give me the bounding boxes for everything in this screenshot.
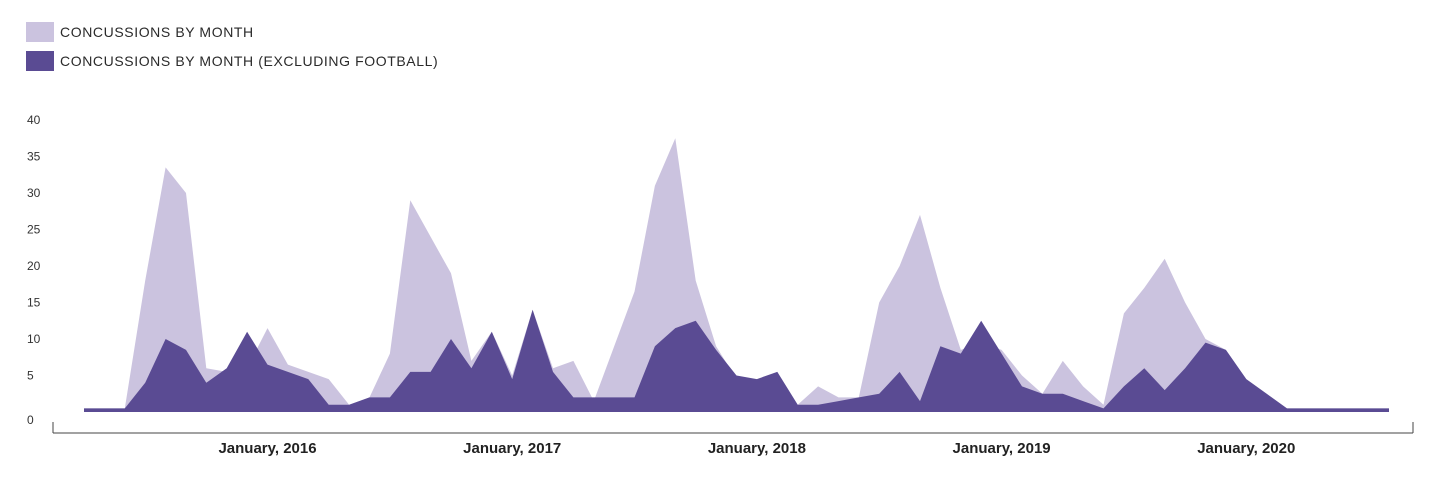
y-tick-label: 30: [27, 186, 41, 200]
chart-legend: CONCUSSIONS BY MONTH CONCUSSIONS BY MONT…: [26, 22, 438, 80]
legend-label-total: CONCUSSIONS BY MONTH: [60, 24, 254, 40]
y-tick-label: 5: [27, 369, 34, 383]
legend-swatch-excluding-football: [26, 51, 54, 71]
y-tick-label: 20: [27, 259, 41, 273]
x-tick-label: January, 2016: [218, 440, 316, 457]
x-tick-label: January, 2018: [708, 440, 806, 457]
series-area-1: [84, 309, 1389, 412]
x-tick-label: January, 2017: [463, 440, 561, 457]
y-tick-label: 10: [27, 332, 41, 346]
x-tick-label: January, 2020: [1197, 440, 1295, 457]
y-tick-label: 15: [27, 296, 41, 310]
legend-label-excluding-football: CONCUSSIONS BY MONTH (EXCLUDING FOOTBALL…: [60, 53, 439, 69]
y-tick-label: 25: [27, 223, 41, 237]
x-tick-label: January, 2019: [953, 440, 1051, 457]
y-tick-label: 0: [27, 413, 34, 427]
y-tick-label: 35: [27, 150, 41, 164]
legend-item-excluding-football[interactable]: CONCUSSIONS BY MONTH (EXCLUDING FOOTBALL…: [26, 51, 438, 71]
y-tick-label: 40: [27, 113, 41, 127]
series-area-0: [84, 138, 1389, 413]
legend-swatch-total: [26, 22, 54, 42]
legend-item-total[interactable]: CONCUSSIONS BY MONTH: [26, 22, 438, 42]
